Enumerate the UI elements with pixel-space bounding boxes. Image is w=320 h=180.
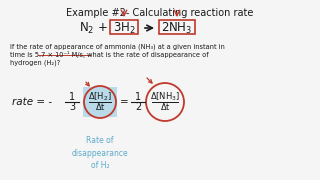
Text: $\Delta$[H$_2$]: $\Delta$[H$_2$] — [88, 91, 112, 103]
Text: $\Delta$[NH$_3$]: $\Delta$[NH$_3$] — [150, 91, 180, 103]
Text: If the rate of appearance of ammonia (NH₃) at a given instant in: If the rate of appearance of ammonia (NH… — [10, 44, 225, 51]
Text: $\Delta$t: $\Delta$t — [160, 102, 171, 112]
Text: rate = -: rate = - — [12, 97, 52, 107]
Text: hydrogen (H₂)?: hydrogen (H₂)? — [10, 59, 60, 66]
Text: N$_2$ +: N$_2$ + — [79, 21, 108, 36]
Text: 1: 1 — [135, 92, 141, 102]
Text: Example #2- Calculating reaction rate: Example #2- Calculating reaction rate — [66, 8, 254, 18]
Text: 2NH$_3$: 2NH$_3$ — [161, 21, 193, 36]
Text: 1: 1 — [69, 92, 75, 102]
Bar — [83, 87, 117, 117]
Text: 3H$_2$: 3H$_2$ — [113, 21, 135, 36]
Text: Rate of
disappearance
of H₂: Rate of disappearance of H₂ — [72, 136, 128, 170]
Text: $\Delta$t: $\Delta$t — [95, 102, 105, 112]
Text: time is 5.7 × 10⁻¹ M/s, what is the rate of disappearance of: time is 5.7 × 10⁻¹ M/s, what is the rate… — [10, 51, 209, 58]
Text: 2: 2 — [135, 102, 141, 112]
Text: =: = — [120, 97, 128, 107]
Text: 3: 3 — [69, 102, 75, 112]
